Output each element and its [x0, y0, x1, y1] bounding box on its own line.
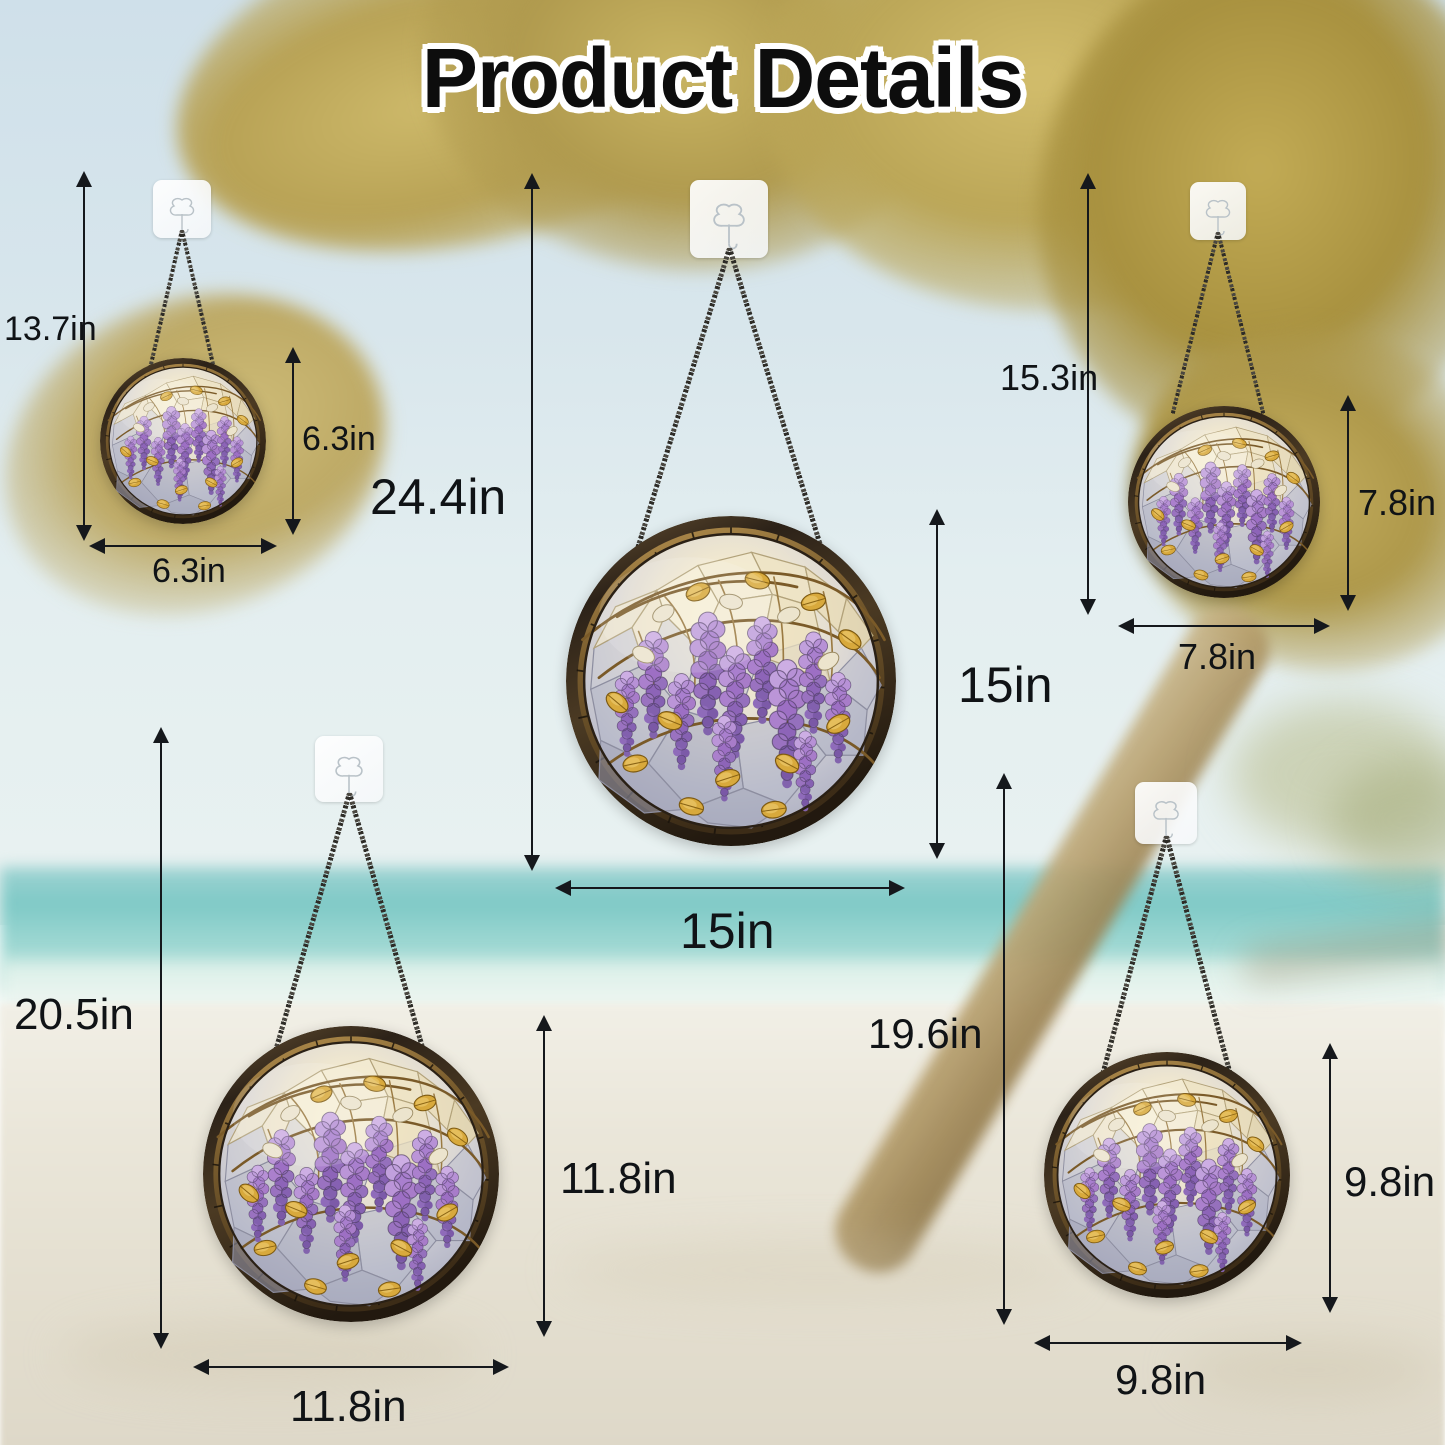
adhesive-wall-hook	[1135, 782, 1197, 844]
dimension-label-height: 6.3in	[302, 420, 376, 458]
dimension-label-total-height: 15.3in	[1000, 357, 1099, 398]
dimension-label-width: 11.8in	[290, 1382, 407, 1431]
adhesive-wall-hook	[315, 736, 383, 802]
sand-texture	[560, 1240, 1080, 1300]
adhesive-wall-hook	[1190, 182, 1246, 240]
sand-texture	[1180, 1340, 1440, 1400]
hook-icon	[713, 203, 745, 250]
suncatcher-disc	[203, 1026, 499, 1322]
suncatcher-disc	[1128, 406, 1320, 598]
dimension-label-height: 9.8in	[1344, 1158, 1436, 1205]
dimension-label-width: 7.8in	[1178, 636, 1257, 677]
dimension-label-height: 7.8in	[1358, 482, 1437, 523]
adhesive-wall-hook	[690, 180, 768, 258]
dimension-line-height	[285, 347, 301, 535]
dimension-line-total-height	[153, 727, 169, 1349]
dimension-label-height: 15in	[958, 657, 1053, 713]
adhesive-wall-hook	[153, 180, 211, 238]
dimension-line-height	[1340, 395, 1356, 611]
dimension-line-total-height	[996, 773, 1012, 1325]
dimension-label-total-height: 20.5in	[14, 990, 134, 1039]
dimension-label-height: 11.8in	[560, 1154, 677, 1203]
dimension-line-height	[929, 509, 945, 859]
suncatcher-disc	[1044, 1052, 1290, 1298]
dimension-line-height	[1322, 1043, 1338, 1313]
sand-texture	[60, 1320, 480, 1390]
suncatcher-disc	[100, 358, 266, 524]
dimension-line-width	[89, 538, 277, 554]
dimension-line-total-height	[524, 173, 540, 871]
dimension-label-total-height: 24.4in	[370, 469, 507, 525]
dimension-line-width	[1034, 1335, 1302, 1351]
page-title: Product Details	[421, 31, 1024, 125]
dimension-line-height	[536, 1015, 552, 1337]
dimension-label-width: 15in	[680, 903, 775, 959]
dimension-label-total-height: 19.6in	[868, 1010, 983, 1057]
dimension-label-total-height: 13.7in	[4, 310, 97, 348]
dimension-label-width: 9.8in	[1115, 1356, 1207, 1403]
dimension-line-width	[1118, 618, 1330, 634]
suncatcher-disc	[566, 516, 896, 846]
dimension-label-width: 6.3in	[152, 552, 226, 590]
dimension-line-total-height	[76, 171, 92, 541]
dimension-line-width	[555, 880, 905, 896]
dimension-line-width	[193, 1359, 509, 1375]
dimension-line-total-height	[1080, 173, 1096, 615]
